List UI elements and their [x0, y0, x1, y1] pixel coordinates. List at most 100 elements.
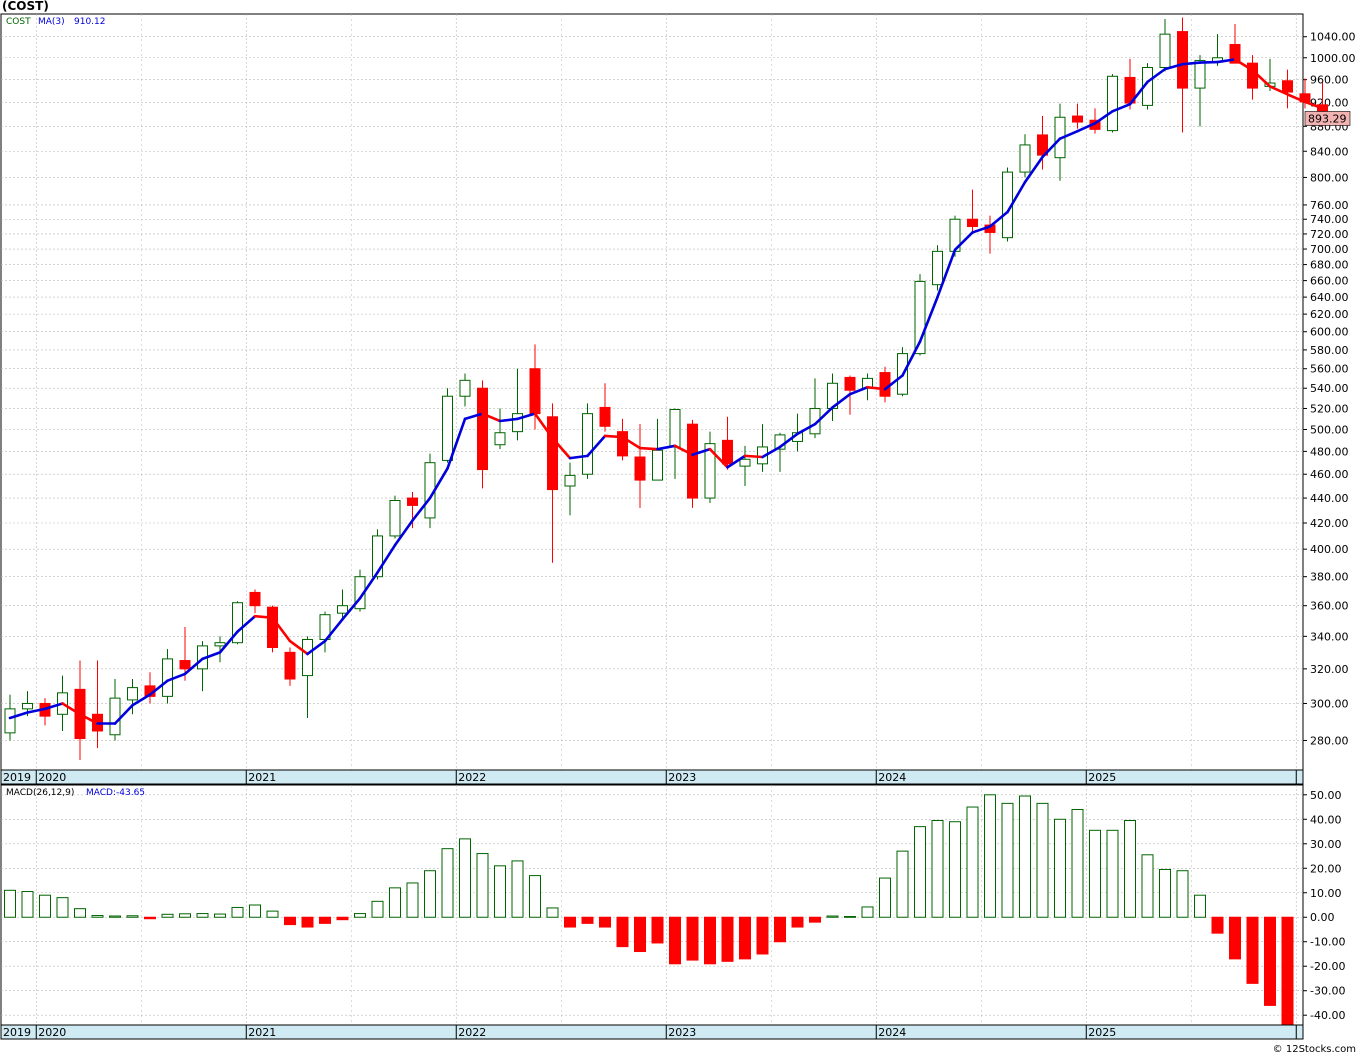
ma-segment	[516, 412, 537, 421]
candle	[634, 424, 646, 508]
candle-body	[477, 387, 488, 471]
macd-tick-label: 10.00	[1310, 887, 1342, 900]
ma-segment	[621, 435, 642, 450]
ma-segment	[148, 679, 169, 696]
price-tick-label: 540.00	[1310, 382, 1349, 395]
macd-bar	[739, 916, 751, 960]
ma-segment	[901, 340, 922, 377]
ma-segment	[463, 412, 484, 421]
ma-segment	[551, 436, 572, 460]
ma-segment	[1233, 58, 1254, 72]
ma-segment	[61, 702, 82, 716]
candle-body	[529, 368, 541, 415]
macd-tick-label: 40.00	[1310, 813, 1342, 826]
candle	[687, 419, 698, 508]
macd-bar	[1106, 829, 1119, 918]
candle	[704, 431, 716, 503]
macd-bar	[1264, 916, 1276, 1006]
macd-bar	[1229, 916, 1241, 960]
price-tick-label: 1000.00	[1310, 52, 1356, 65]
macd-bar	[459, 838, 471, 918]
candle	[1177, 17, 1188, 133]
macd-x-axis-band	[0, 1024, 1304, 1040]
macd-bar	[1071, 808, 1084, 918]
price-panel: 280.00 300.00 320.00 340.00 360.00 380.00 400.…	[0, 13, 1356, 785]
candle-body	[722, 439, 733, 465]
ma-segment	[761, 445, 782, 459]
price-y-axis: 280.00 300.00 320.00 340.00 360.00 380.00 400.…	[1303, 31, 1356, 747]
macd-bar	[634, 916, 646, 953]
candle-body	[267, 606, 278, 648]
ma-segment	[1198, 60, 1219, 64]
candle	[617, 418, 628, 461]
ma-segment	[831, 392, 852, 409]
macd-year-label: 2020	[38, 1026, 66, 1039]
ma-segment	[393, 519, 414, 547]
price-tick-label: 320.00	[1310, 663, 1349, 676]
macd-tick-label: -10.00	[1310, 936, 1345, 949]
macd-legend-label: MACD(26,12,9)	[6, 788, 74, 798]
macd-bar	[879, 877, 891, 918]
ma-segment	[218, 630, 239, 654]
macd-tick-label: -40.00	[1310, 1009, 1345, 1022]
price-tick-label: 300.00	[1310, 697, 1349, 710]
macd-bar	[1159, 868, 1171, 918]
candle-body	[494, 432, 506, 446]
candle-body	[617, 431, 628, 457]
candle-body	[22, 702, 33, 710]
candle	[722, 416, 733, 470]
macd-bar	[336, 916, 349, 921]
macd-legend: MACD(26,12,9) MACD:-43.65	[6, 788, 145, 798]
price-tick-label: 460.00	[1310, 468, 1349, 481]
candle-body	[669, 408, 681, 448]
ma-segment	[43, 702, 64, 711]
macd-bar	[686, 916, 699, 961]
macd-bar	[616, 916, 629, 948]
ma-segment	[288, 639, 309, 656]
ma-segment	[778, 432, 799, 449]
candle-body	[162, 658, 173, 697]
macd-bar	[179, 913, 191, 918]
ma-segment	[1058, 129, 1079, 140]
macd-bar	[704, 916, 716, 965]
ma-segment	[428, 467, 449, 500]
candle	[1019, 134, 1031, 178]
legend-ma-value: 910.12	[74, 17, 106, 27]
ma-segment	[411, 496, 432, 522]
candle-body	[844, 376, 856, 391]
macd-bar	[984, 794, 996, 918]
candle-body	[1072, 115, 1083, 123]
ma-segment	[376, 543, 397, 574]
macd-bar	[39, 894, 51, 918]
ma-segment	[936, 248, 957, 299]
candle	[1107, 74, 1118, 133]
macd-legend-value: MACD:-43.65	[86, 788, 145, 798]
price-year-label: 2023	[668, 771, 696, 784]
macd-bar	[651, 916, 664, 944]
macd-tick-label: -30.00	[1310, 985, 1345, 998]
candle	[932, 245, 943, 291]
macd-bar	[144, 916, 156, 920]
macd-bar	[441, 848, 454, 918]
ma-segment	[586, 434, 607, 458]
candle-body	[284, 651, 296, 680]
candle	[582, 403, 593, 479]
ma-segment	[236, 614, 257, 633]
candle-body	[1019, 144, 1031, 173]
ma-segment	[341, 596, 362, 621]
ma-segment	[1093, 109, 1114, 125]
macd-bar	[1001, 802, 1014, 918]
macd-bar	[389, 887, 401, 918]
candle-body	[634, 456, 646, 481]
ma-segment	[691, 447, 712, 457]
candle-body	[932, 250, 943, 286]
price-tick-label: 420.00	[1310, 517, 1349, 530]
ma-segment	[1076, 121, 1097, 133]
candle-body	[1107, 75, 1118, 132]
price-tick-label: 560.00	[1310, 363, 1349, 376]
macd-bar	[1176, 870, 1189, 918]
macd-bar	[721, 916, 734, 962]
macd-bar	[896, 850, 909, 918]
candle	[1229, 23, 1241, 64]
candle-body	[967, 218, 978, 228]
